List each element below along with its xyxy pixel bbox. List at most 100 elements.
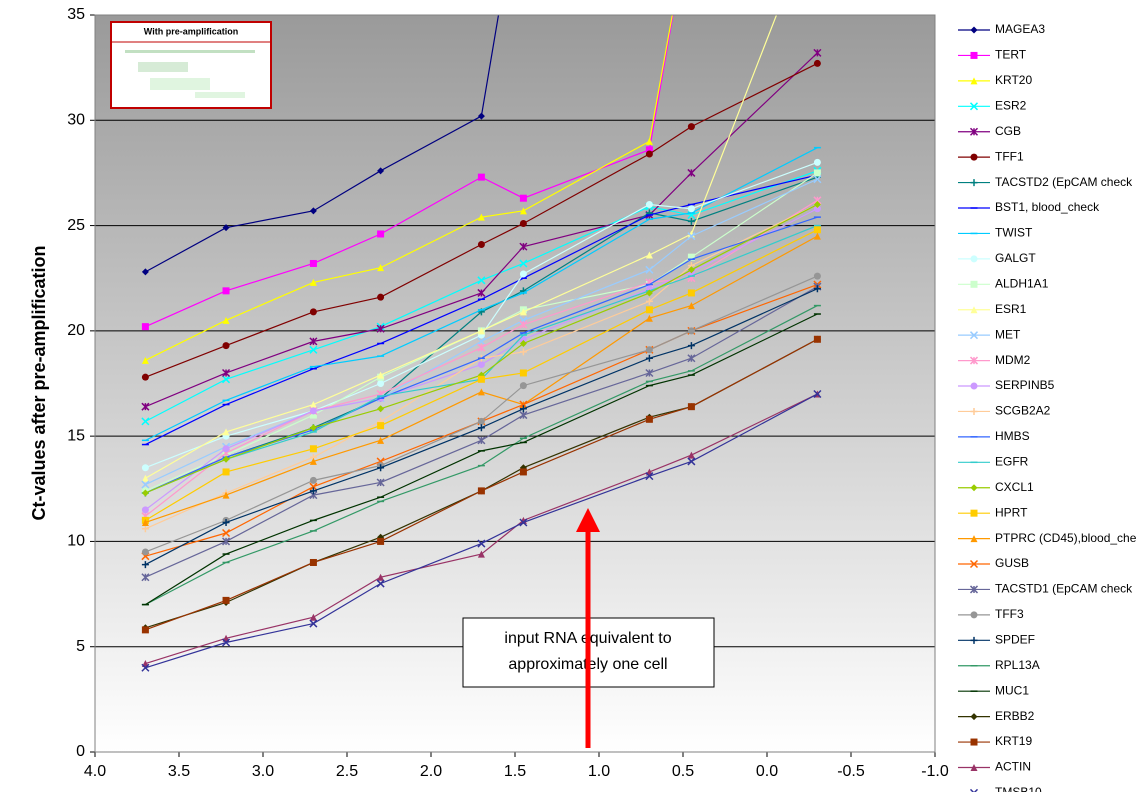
inset-title: With pre-amplification	[144, 26, 238, 36]
marker	[223, 342, 230, 349]
marker	[520, 382, 527, 389]
marker	[646, 150, 653, 157]
legend-label: CGB	[995, 124, 1021, 138]
marker	[688, 327, 695, 334]
legend-label: ESR1	[995, 302, 1027, 316]
legend-label: ACTIN	[995, 760, 1031, 774]
legend-label: TFF1	[995, 149, 1024, 163]
marker	[971, 637, 978, 644]
legend-label: ESR2	[995, 98, 1027, 112]
y-tick-label: 10	[67, 533, 85, 550]
marker	[310, 445, 317, 452]
inset-blur	[138, 62, 188, 72]
marker	[688, 205, 695, 212]
marker	[971, 408, 978, 415]
marker	[971, 713, 978, 720]
legend-label: GUSB	[995, 556, 1029, 570]
marker	[478, 241, 485, 248]
legend-label: KRT20	[995, 73, 1032, 87]
marker	[971, 52, 978, 59]
marker	[310, 559, 317, 566]
inset-blur	[195, 92, 245, 98]
marker	[310, 260, 317, 267]
legend-label: EGFR	[995, 454, 1029, 468]
marker	[223, 597, 230, 604]
marker	[142, 464, 149, 471]
chart: With pre-amplification input RNA equival…	[0, 0, 1147, 792]
marker	[142, 626, 149, 633]
marker	[142, 506, 149, 513]
y-tick-label: 35	[67, 6, 85, 23]
marker	[814, 226, 821, 233]
legend-label: SERPINB5	[995, 378, 1055, 392]
marker	[814, 336, 821, 343]
marker	[478, 487, 485, 494]
x-tick-label: 2.0	[420, 763, 442, 780]
marker	[223, 287, 230, 294]
y-tick-label: 20	[67, 322, 85, 339]
marker	[646, 346, 653, 353]
legend-label: HMBS	[995, 429, 1030, 443]
marker	[142, 548, 149, 555]
y-tick-label: 15	[67, 427, 85, 444]
x-tick-label: -0.5	[837, 763, 865, 780]
marker	[310, 308, 317, 315]
marker	[971, 154, 978, 161]
marker	[646, 201, 653, 208]
legend-label: TWIST	[995, 226, 1033, 240]
marker	[377, 380, 384, 387]
x-tick-label: -1.0	[921, 763, 949, 780]
x-tick-label: 4.0	[84, 763, 106, 780]
legend-label: KRT19	[995, 734, 1032, 748]
marker	[688, 123, 695, 130]
legend-label: SCGB2A2	[995, 404, 1051, 418]
legend-label: ALDH1A1	[995, 276, 1049, 290]
marker	[646, 306, 653, 313]
marker	[223, 468, 230, 475]
marker	[688, 403, 695, 410]
marker	[223, 445, 230, 452]
legend-label: TMSB10	[995, 785, 1042, 792]
legend-label: TFF3	[995, 607, 1024, 621]
y-axis-label: Ct-values after pre-amplification	[29, 245, 49, 520]
marker	[478, 376, 485, 383]
marker	[478, 418, 485, 425]
marker	[142, 323, 149, 330]
marker	[310, 477, 317, 484]
marker	[520, 369, 527, 376]
legend-label: TERT	[995, 48, 1027, 62]
y-tick-label: 0	[76, 743, 85, 760]
marker	[310, 407, 317, 414]
legend-label: SPDEF	[995, 632, 1035, 646]
x-tick-label: 3.0	[252, 763, 274, 780]
legend-label: MUC1	[995, 683, 1029, 697]
marker	[478, 361, 485, 368]
legend-label: BST1, blood_check	[995, 200, 1100, 214]
marker	[520, 271, 527, 278]
legend-label: MDM2	[995, 353, 1031, 367]
marker	[971, 383, 978, 390]
legend-label: MET	[995, 327, 1021, 341]
legend-label: PTPRC (CD45),blood_che	[995, 531, 1137, 545]
marker	[814, 60, 821, 67]
marker	[142, 374, 149, 381]
legend-label: CXCL1	[995, 480, 1034, 494]
legend-label: GALGT	[995, 251, 1036, 265]
marker	[377, 294, 384, 301]
x-tick-label: 1.5	[504, 763, 526, 780]
marker	[971, 611, 978, 618]
marker	[814, 159, 821, 166]
marker	[971, 179, 978, 186]
legend-label: MAGEA3	[995, 22, 1045, 36]
x-tick-label: 1.0	[588, 763, 610, 780]
marker	[377, 230, 384, 237]
marker	[971, 510, 978, 517]
marker	[814, 273, 821, 280]
marker	[520, 195, 527, 202]
marker	[971, 281, 978, 288]
marker	[520, 468, 527, 475]
marker	[971, 255, 978, 262]
marker	[971, 27, 978, 34]
marker	[377, 538, 384, 545]
